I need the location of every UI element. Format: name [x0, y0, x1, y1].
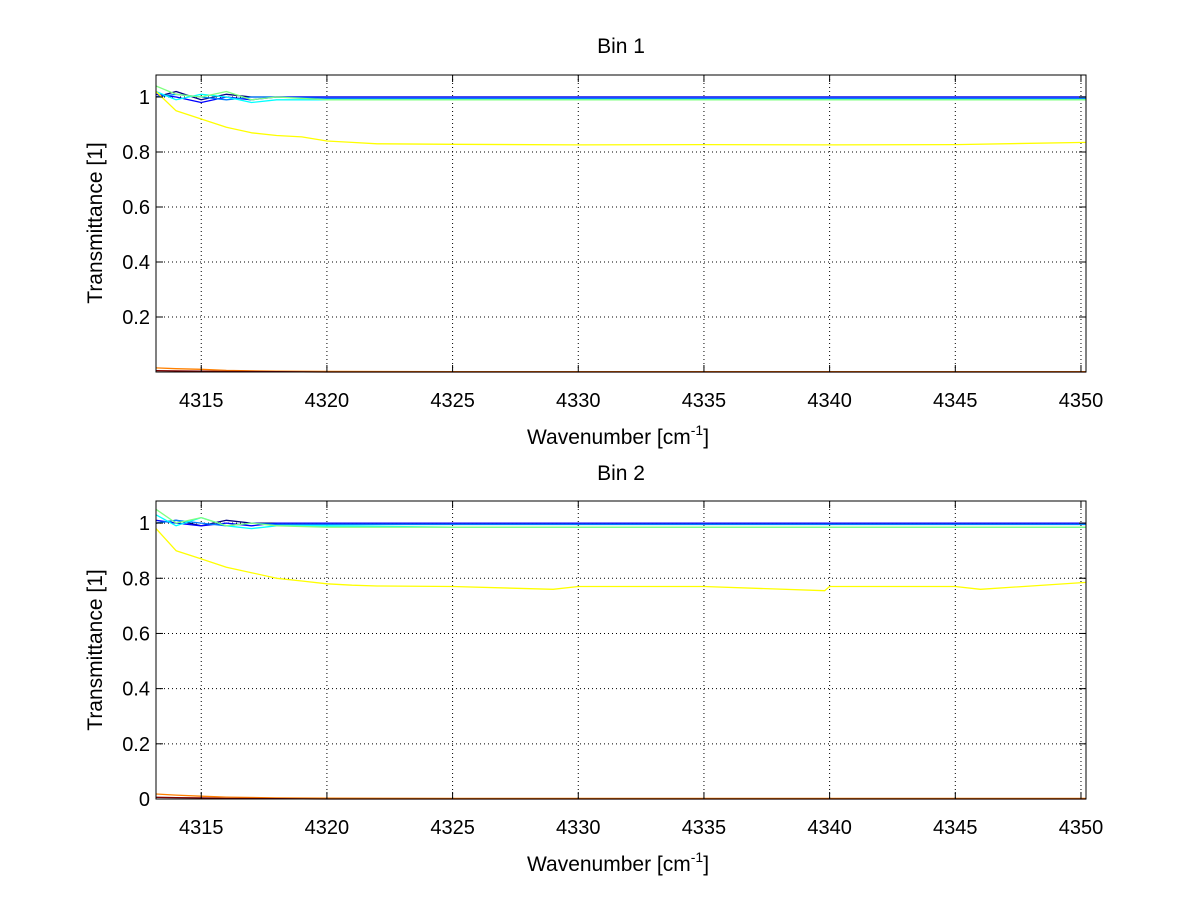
x-axis-label-close: ] — [703, 853, 709, 876]
y-tick-label: 0.6 — [122, 197, 150, 219]
chart-title: Bin 2 — [597, 462, 645, 485]
y-tick-label: 0.2 — [122, 734, 150, 756]
y-tick-label: 1 — [139, 87, 150, 109]
y-axis-label: Transmittance [1] — [84, 142, 107, 303]
chart-title: Bin 1 — [597, 35, 645, 58]
x-tick-label: 4350 — [1059, 817, 1104, 839]
y-tick-label: 0.8 — [122, 568, 150, 590]
x-tick-label: 4320 — [305, 390, 350, 412]
x-axis-label-superscript: -1 — [691, 849, 704, 865]
x-axis-label-main: Wavenumber [cm — [527, 426, 691, 449]
x-tick-label: 4320 — [305, 817, 350, 839]
plot-area — [156, 501, 1086, 799]
x-tick-label: 4330 — [556, 390, 601, 412]
y-tick-label: 0.8 — [122, 142, 150, 164]
x-tick-label: 4335 — [682, 390, 727, 412]
ticks: 4315 4320 4325 4330 4335 4340 4345 4350 0.2 0.4 0.… — [122, 75, 1103, 412]
y-axis-label: Transmittance [1] — [84, 569, 107, 730]
x-axis-label-close: ] — [703, 426, 709, 449]
x-tick-label: 4345 — [933, 817, 978, 839]
x-tick-label: 4315 — [179, 817, 224, 839]
x-axis-label: Wavenumber [cm-1] — [527, 422, 709, 449]
y-tick-label: 0.6 — [122, 623, 150, 645]
chart-bin-1: 4315 4320 4325 4330 4335 4340 4345 4350 0.2 0.4 0.… — [84, 35, 1103, 449]
x-tick-label: 4330 — [556, 817, 601, 839]
x-tick-label: 4345 — [933, 390, 978, 412]
series-line-medium-blue — [155, 519, 1086, 527]
y-tick-label: 0.2 — [122, 307, 150, 329]
x-tick-label: 4350 — [1059, 390, 1104, 412]
y-tick-label: 0 — [139, 789, 150, 811]
x-tick-label: 4340 — [807, 817, 852, 839]
y-tick-label: 0.4 — [122, 679, 150, 701]
x-axis-label-superscript: -1 — [691, 422, 704, 438]
ticks: 4315 4320 4325 4330 4335 4340 4345 4350 0 0.2 0.4 0… — [122, 501, 1103, 839]
plot-area — [156, 75, 1086, 372]
x-axis-label: Wavenumber [cm-1] — [527, 849, 709, 876]
y-tick-label: 1 — [139, 513, 150, 535]
x-axis-label-main: Wavenumber [cm — [527, 853, 691, 876]
series-line-yellow — [155, 528, 1087, 592]
series-line-blue — [155, 519, 1086, 527]
x-tick-label: 4325 — [430, 390, 475, 412]
x-tick-label: 4315 — [179, 390, 224, 412]
x-tick-label: 4325 — [430, 817, 475, 839]
series-line-green — [155, 85, 1086, 101]
plot-frame — [155, 74, 1087, 373]
y-tick-label: 0.4 — [122, 252, 150, 274]
series-line-blue — [155, 93, 1086, 104]
series-line-green — [155, 508, 1086, 528]
x-tick-label: 4335 — [682, 817, 727, 839]
series-line-yellow — [155, 91, 1087, 146]
x-tick-label: 4340 — [807, 390, 852, 412]
plot-frame — [155, 500, 1087, 800]
chart-bin-2: 4315 4320 4325 4330 4335 4340 4345 4350 0 0.2 0.4 0… — [84, 462, 1103, 876]
